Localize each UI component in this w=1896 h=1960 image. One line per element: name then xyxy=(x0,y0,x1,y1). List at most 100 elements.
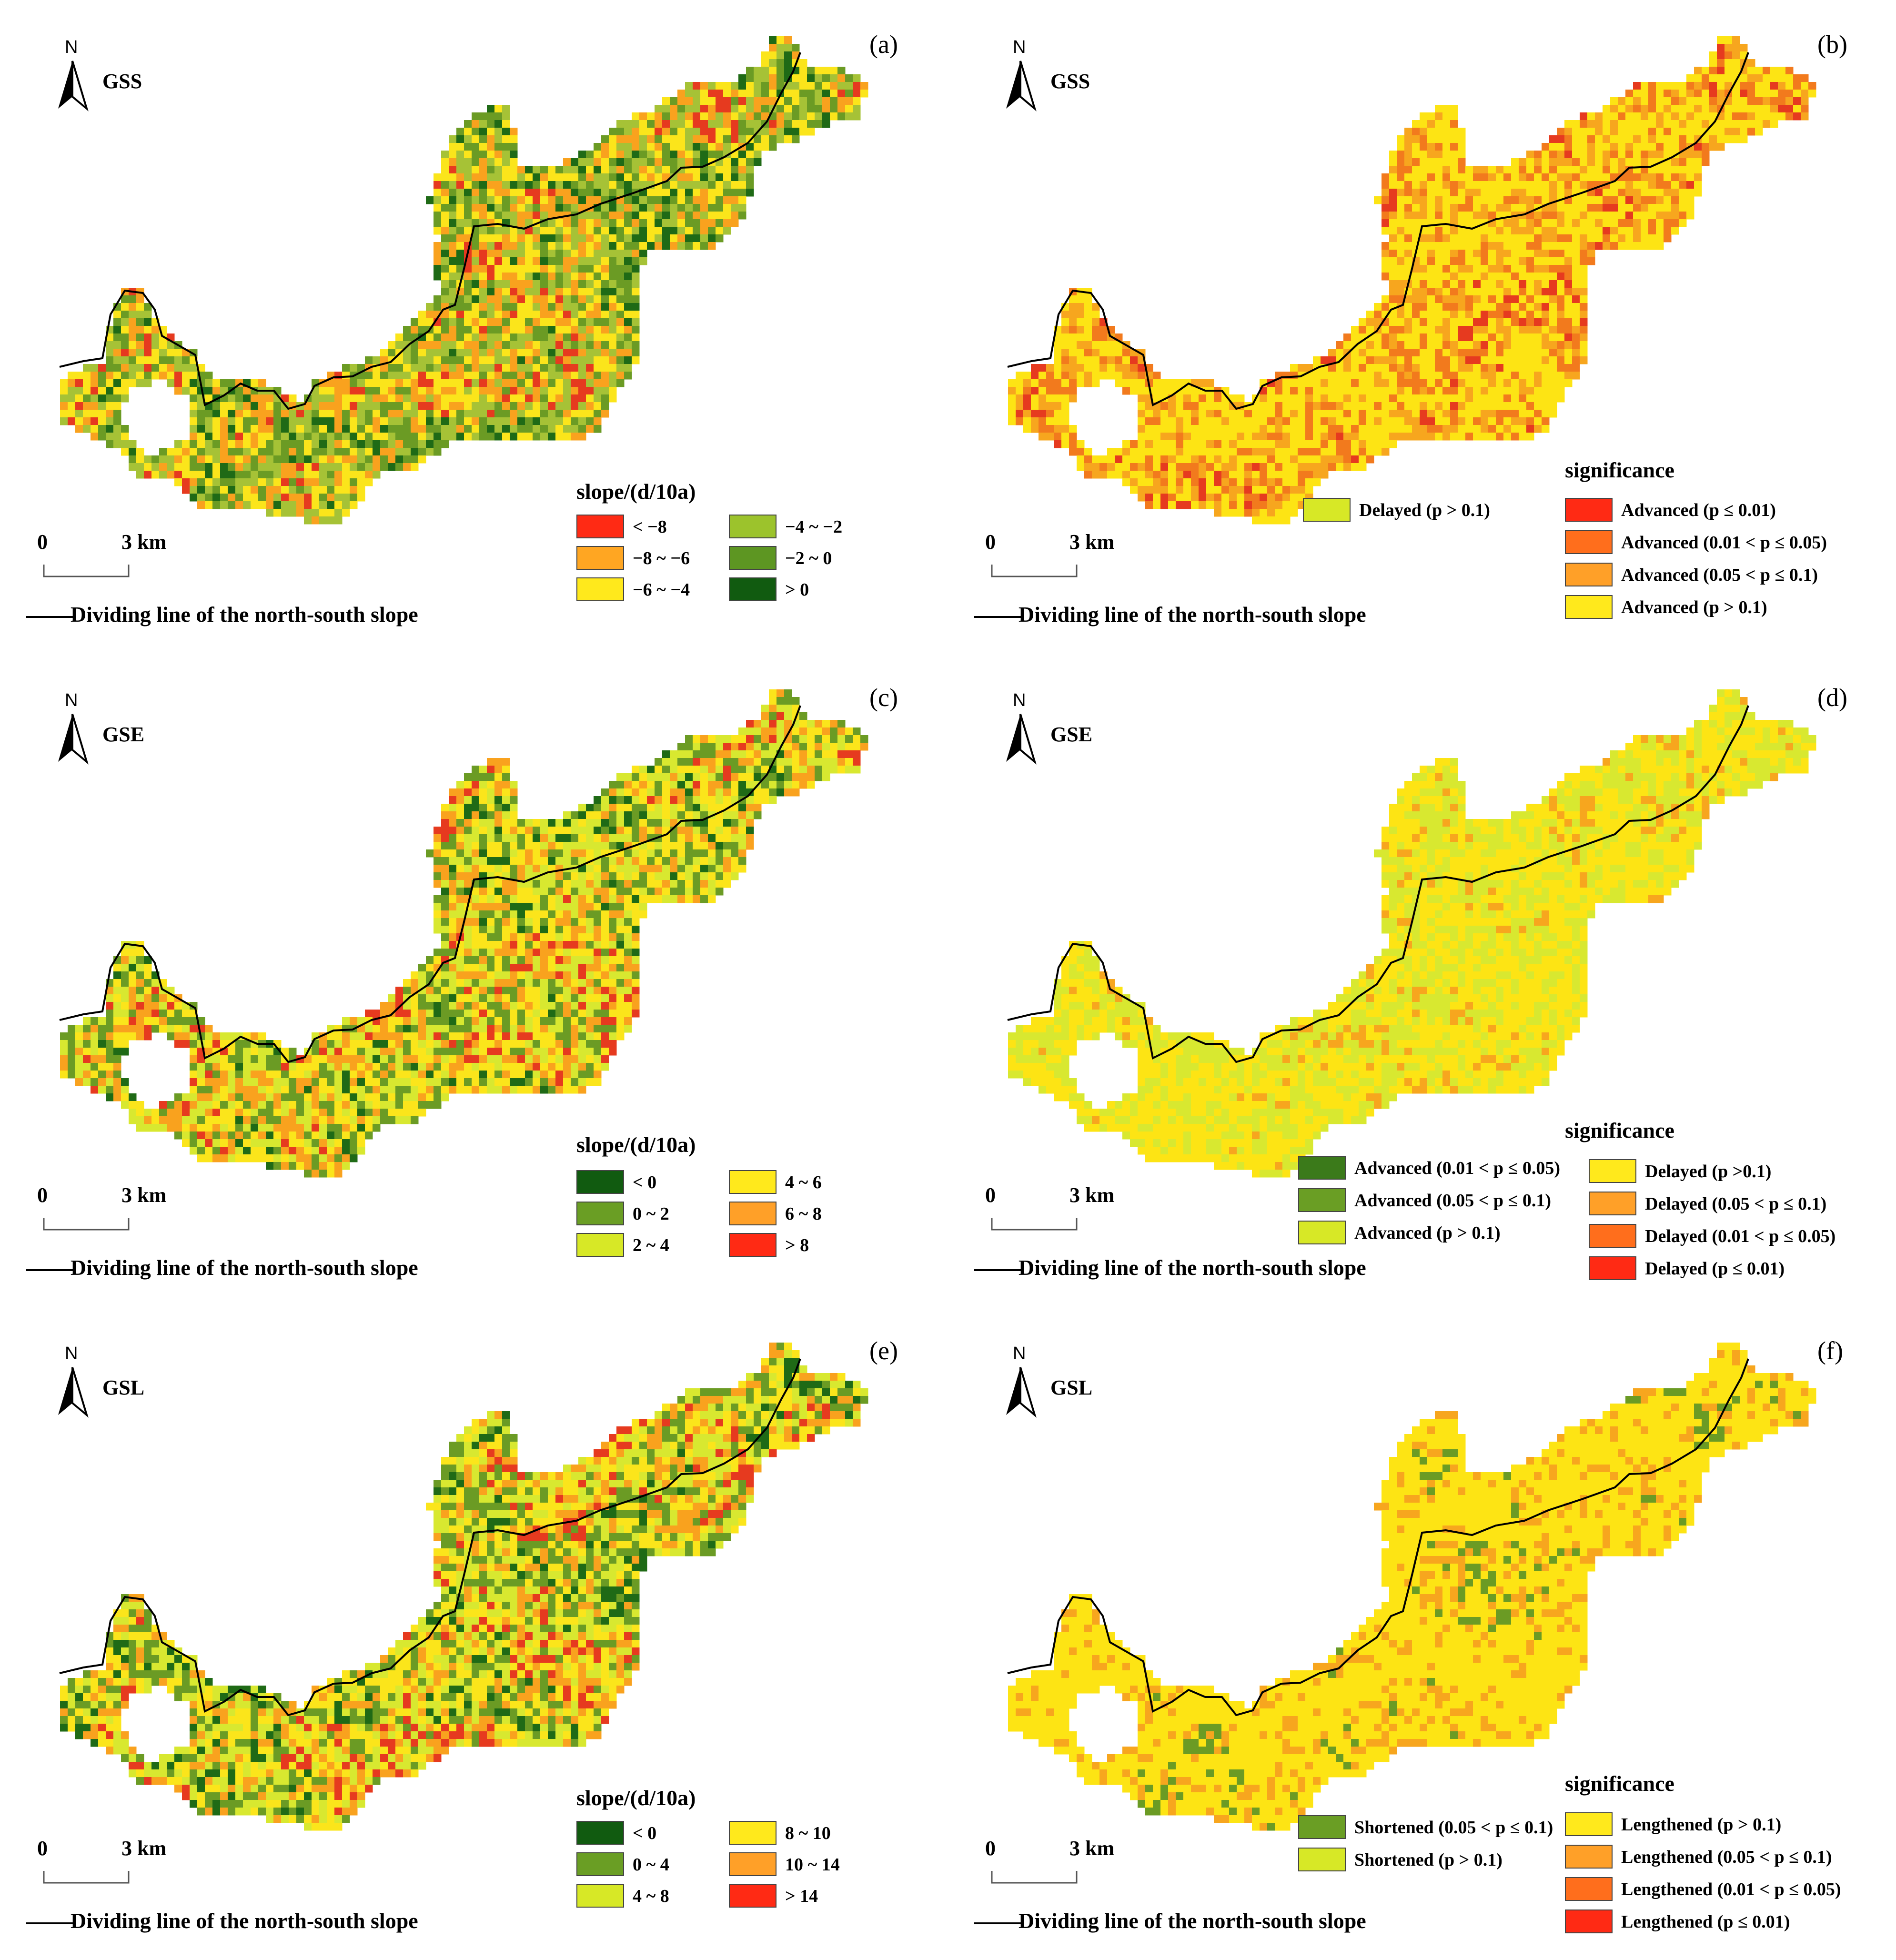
raster-cell xyxy=(494,143,503,151)
raster-cell xyxy=(822,82,830,90)
raster-cell xyxy=(494,112,503,121)
raster-cell xyxy=(655,143,663,151)
raster-cell xyxy=(815,112,823,121)
raster-cell xyxy=(716,105,724,113)
raster-cell xyxy=(784,44,792,52)
raster-cell xyxy=(472,143,480,151)
raster-cell xyxy=(746,90,754,98)
raster-cell xyxy=(769,36,777,44)
raster-cell xyxy=(662,120,670,128)
raster-cell xyxy=(487,128,495,136)
raster-cell xyxy=(510,128,518,136)
raster-cell xyxy=(754,90,762,98)
raster-cell xyxy=(677,135,686,143)
raster-cell xyxy=(479,120,487,128)
raster-cell xyxy=(853,90,861,98)
raster-cell xyxy=(738,135,746,143)
raster-cell xyxy=(845,90,853,98)
raster-cell xyxy=(799,128,807,136)
raster-cell xyxy=(723,82,731,90)
raster-cell xyxy=(761,59,769,67)
raster-cell xyxy=(502,105,510,113)
raster-cell xyxy=(632,120,640,128)
raster-cell xyxy=(837,82,846,90)
raster-cell xyxy=(784,67,792,75)
raster-cell xyxy=(700,135,708,143)
raster-cell xyxy=(853,74,861,82)
raster-cell xyxy=(777,135,785,143)
raster-cell xyxy=(807,90,815,98)
raster-cell xyxy=(731,90,739,98)
raster-cell xyxy=(700,90,708,98)
raster-cell xyxy=(769,59,777,67)
raster-cell xyxy=(731,135,739,143)
raster-cell xyxy=(685,105,693,113)
raster-cell xyxy=(449,135,457,143)
raster-cell xyxy=(487,120,495,128)
raster-cell xyxy=(784,105,792,113)
raster-cell xyxy=(822,74,830,82)
raster-cell xyxy=(693,128,701,136)
raster-cell xyxy=(655,112,663,121)
raster-cell xyxy=(815,90,823,98)
raster-cell xyxy=(609,128,617,136)
raster-cell xyxy=(761,67,769,75)
raster-cell xyxy=(693,97,701,105)
raster-cell xyxy=(761,90,769,98)
raster-cell xyxy=(632,112,640,121)
raster-cell xyxy=(677,143,686,151)
raster-cell xyxy=(510,143,518,151)
raster-cell xyxy=(792,97,800,105)
raster-cell xyxy=(494,105,503,113)
raster-cell xyxy=(853,97,861,105)
raster-cell xyxy=(738,74,746,82)
raster-cell xyxy=(777,82,785,90)
raster-cell xyxy=(647,112,655,121)
raster-cell xyxy=(761,82,769,90)
raster-cell xyxy=(472,128,480,136)
raster-cell xyxy=(731,105,739,113)
raster-cell xyxy=(616,135,625,143)
raster-cell xyxy=(601,143,609,151)
raster-cell xyxy=(799,82,807,90)
raster-cell xyxy=(677,120,686,128)
raster-cell xyxy=(723,112,731,121)
raster-cell xyxy=(784,90,792,98)
raster-cell xyxy=(708,82,716,90)
raster-cell xyxy=(754,97,762,105)
raster-cell xyxy=(754,105,762,113)
raster-cell xyxy=(837,90,846,98)
raster-cell xyxy=(487,135,495,143)
raster-cell xyxy=(837,74,846,82)
raster-cell xyxy=(624,143,632,151)
raster-cell xyxy=(677,105,686,113)
raster-cell xyxy=(479,112,487,121)
map-panel-a xyxy=(59,36,868,525)
raster-cell xyxy=(845,74,853,82)
raster-cell xyxy=(685,120,693,128)
raster-cell xyxy=(662,143,670,151)
raster-cell xyxy=(784,97,792,105)
raster-cell xyxy=(822,97,830,105)
raster-cell xyxy=(662,128,670,136)
raster-cell xyxy=(815,74,823,82)
raster-cell xyxy=(853,112,861,121)
raster-cell xyxy=(479,143,487,151)
raster-cell xyxy=(647,135,655,143)
raster-cell xyxy=(685,82,693,90)
raster-cell xyxy=(792,128,800,136)
raster-cell xyxy=(647,128,655,136)
raster-cell xyxy=(685,143,693,151)
raster-cell xyxy=(731,128,739,136)
raster-cell xyxy=(700,97,708,105)
raster-cell xyxy=(716,90,724,98)
raster-cell xyxy=(655,135,663,143)
raster-cell xyxy=(754,135,762,143)
raster-cell xyxy=(837,67,846,75)
raster-cell xyxy=(807,67,815,75)
raster-cell xyxy=(502,112,510,121)
raster-cell xyxy=(777,105,785,113)
raster-cell xyxy=(799,120,807,128)
raster-cell xyxy=(784,128,792,136)
